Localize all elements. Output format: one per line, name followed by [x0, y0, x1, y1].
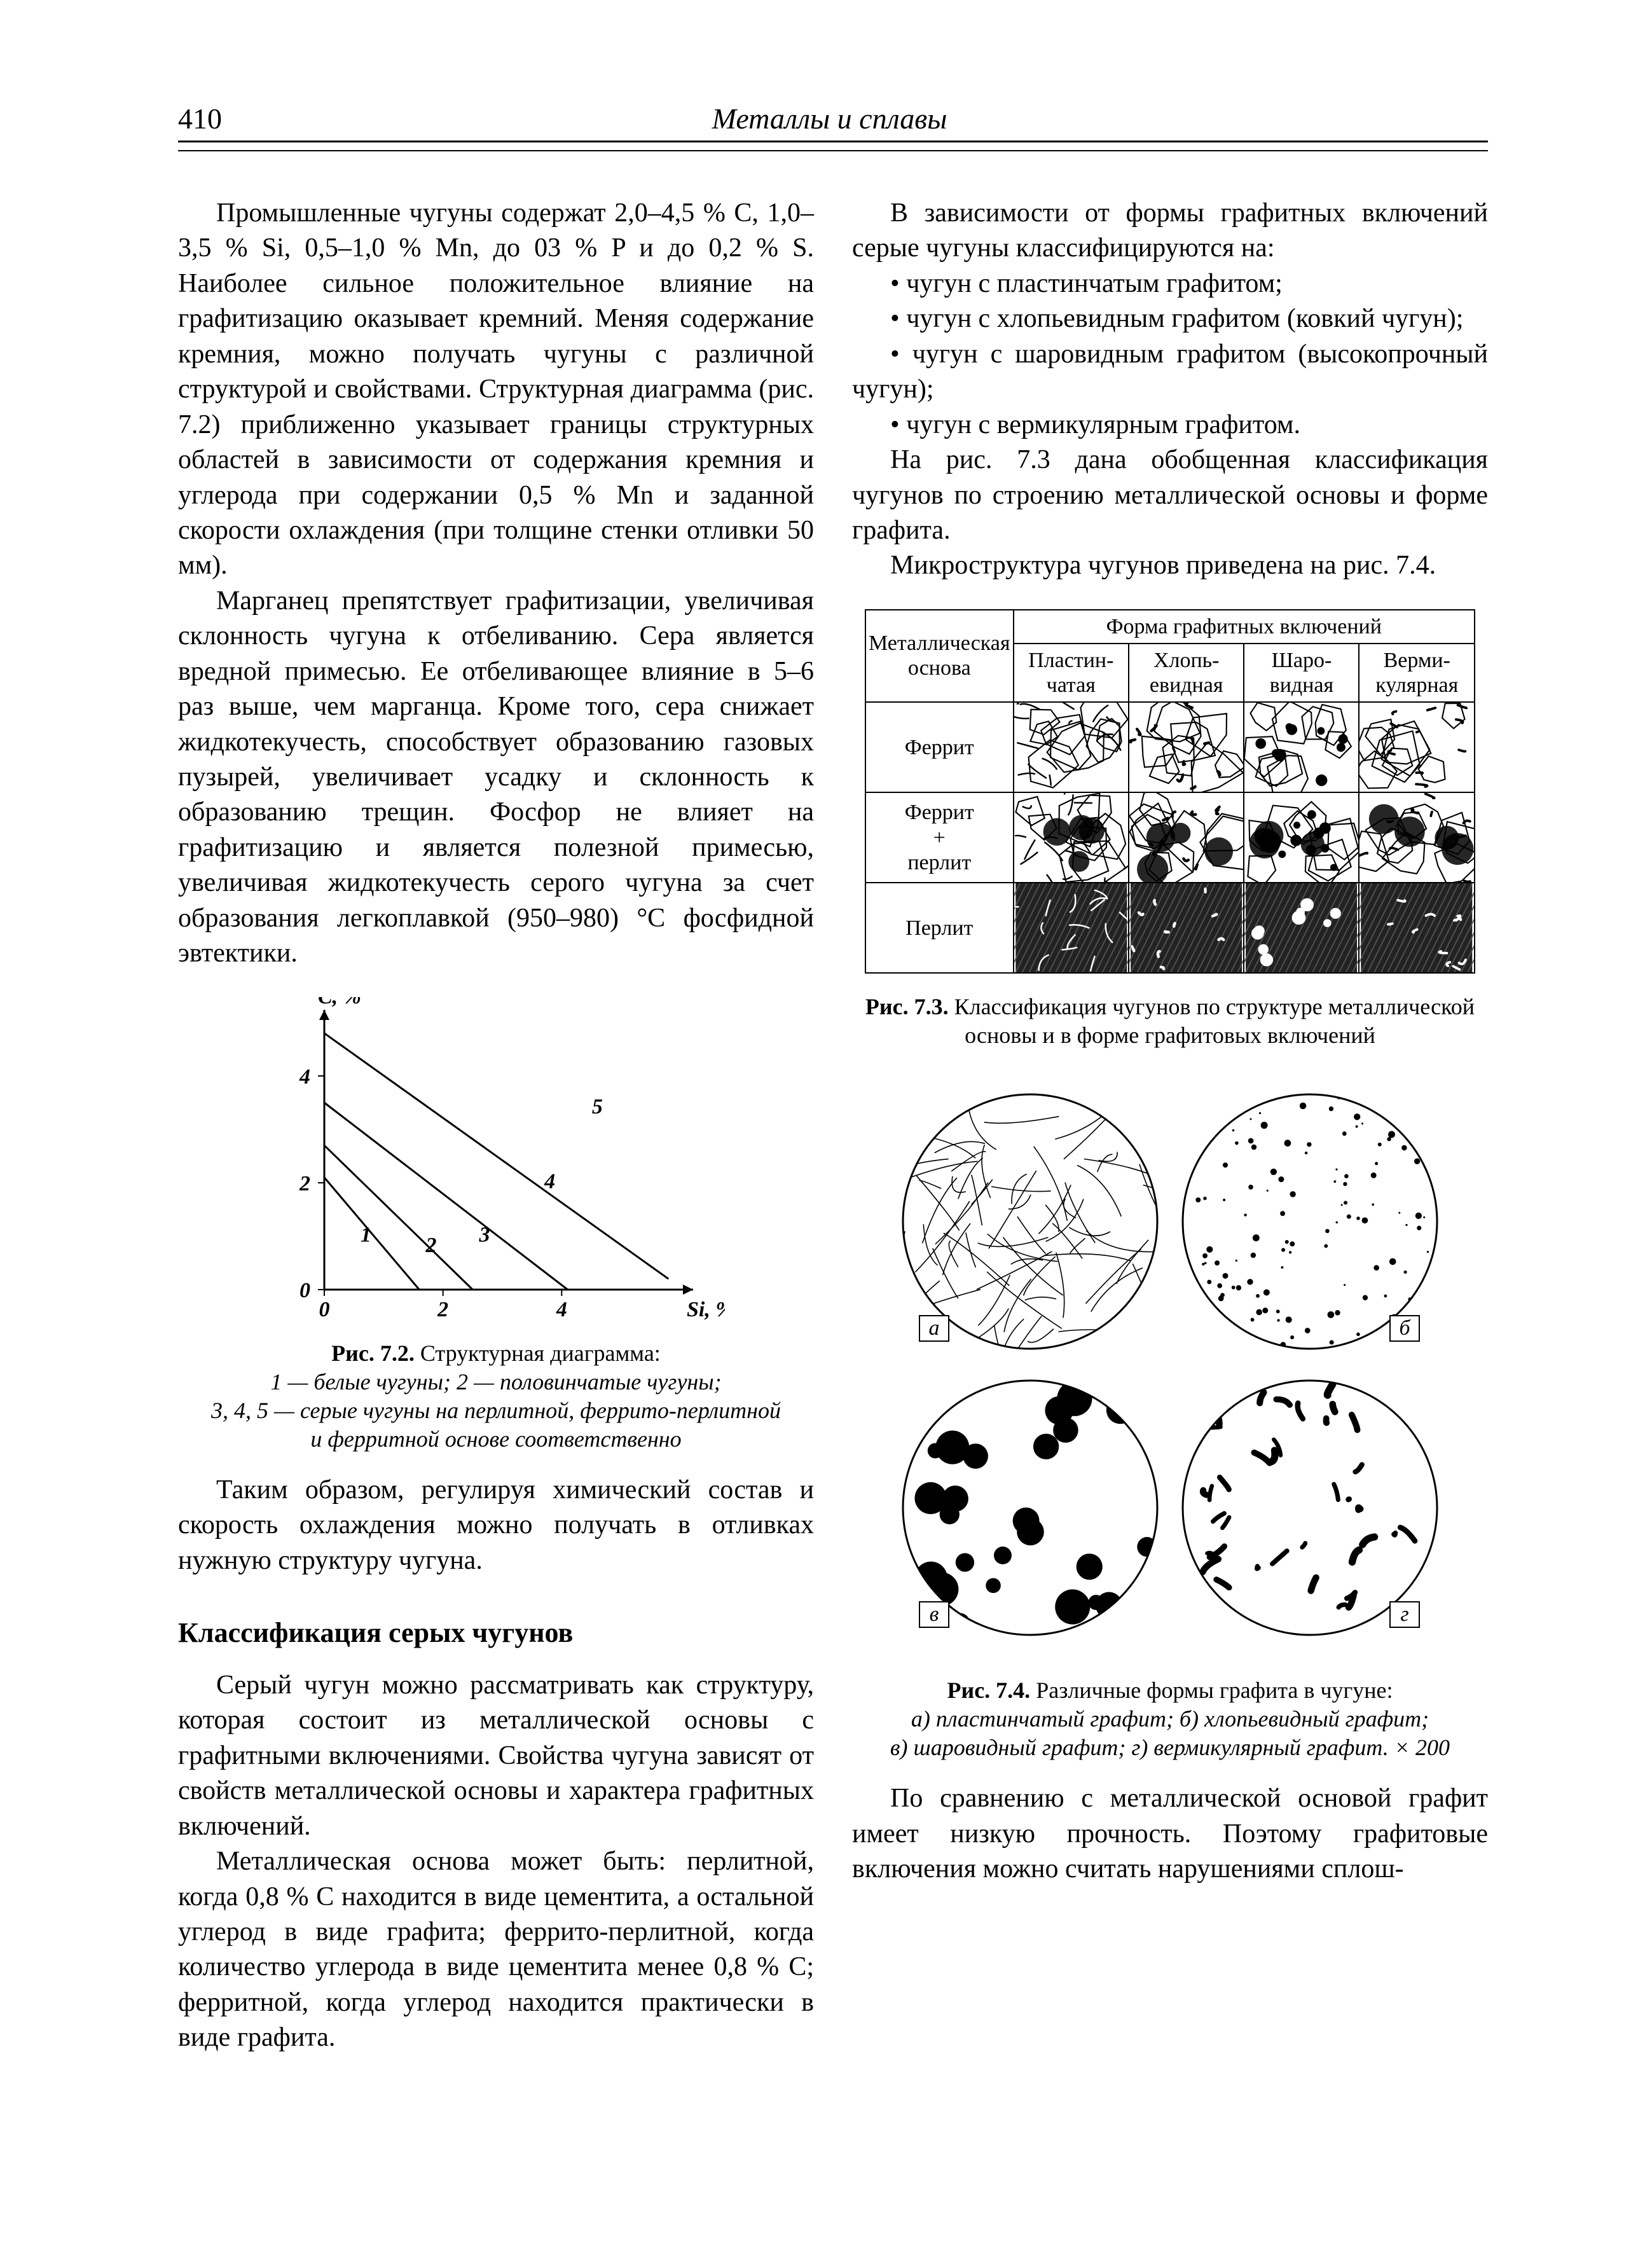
figure-7-4-caption-rest: Различные формы графита в чугуне:: [1030, 1678, 1393, 1703]
figure-7-4-caption: Рис. 7.4. Различные формы графита в чугу…: [852, 1676, 1488, 1762]
svg-text:5: 5: [592, 1094, 603, 1118]
figure-7-4-legend-2: в) шаровидный графит; г) вермикулярный г…: [890, 1735, 1450, 1760]
svg-text:а: а: [929, 1316, 940, 1340]
microstructure-cell: [1129, 883, 1244, 973]
microstructure-cell: [1244, 883, 1359, 973]
structural-diagram-chart: 0 2 4 0 2 4 Si, % C, % 1 2 3 4 5: [267, 997, 725, 1328]
header-rule: [178, 150, 1488, 151]
svg-text:0: 0: [299, 1279, 310, 1302]
section-heading: Классификация серых чугунов: [178, 1616, 814, 1649]
table-row-header: Металлическаяоснова: [865, 610, 1014, 702]
list-item: • чугун с хлопьевидным графитом (ковкий …: [852, 301, 1488, 336]
microstructure-cell: [1244, 702, 1359, 792]
figure-7-2-legend-1: 1 — белые чугуны; 2 — половинчатые чугун…: [270, 1369, 721, 1395]
figure-7-2-caption-rest: Структурная диаграмма:: [415, 1340, 661, 1366]
figure-7-2-legend-2: 3, 4, 5 — серые чугуны на перлитной, фер…: [211, 1398, 781, 1423]
figure-7-2: 0 2 4 0 2 4 Si, % C, % 1 2 3 4 5 Рис. 7.2. Структурн…: [178, 997, 814, 1454]
classification-bullets: • чугун с пластинчатым графитом; • чугун…: [852, 266, 1488, 443]
svg-text:Si, %: Si, %: [687, 1298, 725, 1321]
microstructure-cell: [1014, 883, 1129, 973]
page-number: 410: [178, 102, 222, 135]
svg-text:2: 2: [425, 1234, 437, 1257]
table-col-header: Верми-кулярная: [1359, 644, 1475, 702]
table-row-label: Феррит: [865, 702, 1014, 792]
table-col-header: Пластин-чатая: [1014, 644, 1129, 702]
left-para-1: Промышленные чугуны содержат 2,0–4,5 % С…: [178, 196, 814, 584]
figure-7-3-caption-bold: Рис. 7.3.: [865, 994, 949, 1019]
microstructure-cell: [1129, 702, 1244, 792]
left-column: Промышленные чугуны содержат 2,0–4,5 % С…: [178, 196, 814, 2056]
figure-7-2-caption-bold: Рис. 7.2.: [331, 1340, 415, 1366]
figure-7-2-legend-3: и ферритной основе соответственно: [310, 1426, 681, 1452]
graphite-forms-chart: а б в г: [878, 1075, 1463, 1660]
microstructure-cell: [1129, 792, 1244, 883]
table-header-span: Форма графитных включений: [1014, 610, 1475, 644]
figure-7-3-caption-rest: Классификация чугунов по структуре метал…: [949, 994, 1475, 1048]
microstructure-cell: [1359, 883, 1475, 973]
table-col-header: Хлопь-евидная: [1129, 644, 1244, 702]
right-para-1: В зависимости от формы графитных включен…: [852, 196, 1488, 266]
svg-text:2: 2: [437, 1298, 448, 1321]
list-item: • чугун с шаровидным графитом (высокопро…: [852, 337, 1488, 408]
left-para-3: Таким образом, регулируя химический сост…: [178, 1473, 814, 1578]
svg-text:4: 4: [544, 1169, 555, 1193]
book-title: Металлы и сплавы: [712, 102, 947, 135]
right-para-3: Микроструктура чугунов приведена на рис.…: [852, 548, 1488, 583]
microstructure-cell: [1014, 792, 1129, 883]
svg-text:б: б: [1399, 1316, 1411, 1340]
svg-text:1: 1: [361, 1223, 371, 1246]
list-item: • чугун с пластинчатым графитом;: [852, 266, 1488, 301]
left-para-5: Металлическая основа может быть: перлитн…: [178, 1844, 814, 2056]
right-para-4: По сравнению с металлической основой гра…: [852, 1781, 1488, 1887]
figure-7-4: а б в г Рис. 7.4. Различные формы графита в…: [852, 1075, 1488, 1762]
figure-7-2-caption: Рис. 7.2. Структурная диаграмма: 1 — бел…: [178, 1339, 814, 1454]
figure-7-3-caption: Рис. 7.3. Классификация чугунов по струк…: [852, 993, 1488, 1050]
left-para-2: Марганец препятствует графитизации, увел…: [178, 584, 814, 972]
microstructure-cell: [1359, 792, 1475, 883]
figure-7-4-legend-1: а) пластинчатый графит; б) хлопьевидный …: [911, 1706, 1429, 1732]
svg-text:г: г: [1400, 1602, 1408, 1626]
table-row-label: Перлит: [865, 883, 1014, 973]
svg-text:0: 0: [319, 1298, 330, 1321]
left-para-4: Серый чугун можно рассматривать как стру…: [178, 1668, 814, 1844]
svg-text:4: 4: [556, 1298, 567, 1321]
microstructure-cell: [1244, 792, 1359, 883]
classification-table: Металлическаяоснова Форма графитных вклю…: [865, 609, 1475, 974]
list-item: • чугун с вермикулярным графитом.: [852, 408, 1488, 443]
figure-7-3: Металлическаяоснова Форма графитных вклю…: [852, 609, 1488, 1050]
microstructure-cell: [1359, 702, 1475, 792]
page-header: 410 Металлы и сплавы: [178, 102, 1488, 142]
figure-7-4-caption-bold: Рис. 7.4.: [947, 1678, 1030, 1703]
table-row-label: Феррит+перлит: [865, 792, 1014, 883]
svg-text:2: 2: [299, 1172, 310, 1195]
svg-text:C, %: C, %: [318, 997, 361, 1009]
right-para-2: На рис. 7.3 дана обобщенная классификаци…: [852, 443, 1488, 548]
right-column: В зависимости от формы графитных включен…: [852, 196, 1488, 2056]
svg-text:3: 3: [479, 1223, 490, 1246]
svg-text:4: 4: [299, 1065, 310, 1089]
table-col-header: Шаро-видная: [1244, 644, 1359, 702]
microstructure-cell: [1014, 702, 1129, 792]
svg-text:в: в: [930, 1602, 939, 1626]
